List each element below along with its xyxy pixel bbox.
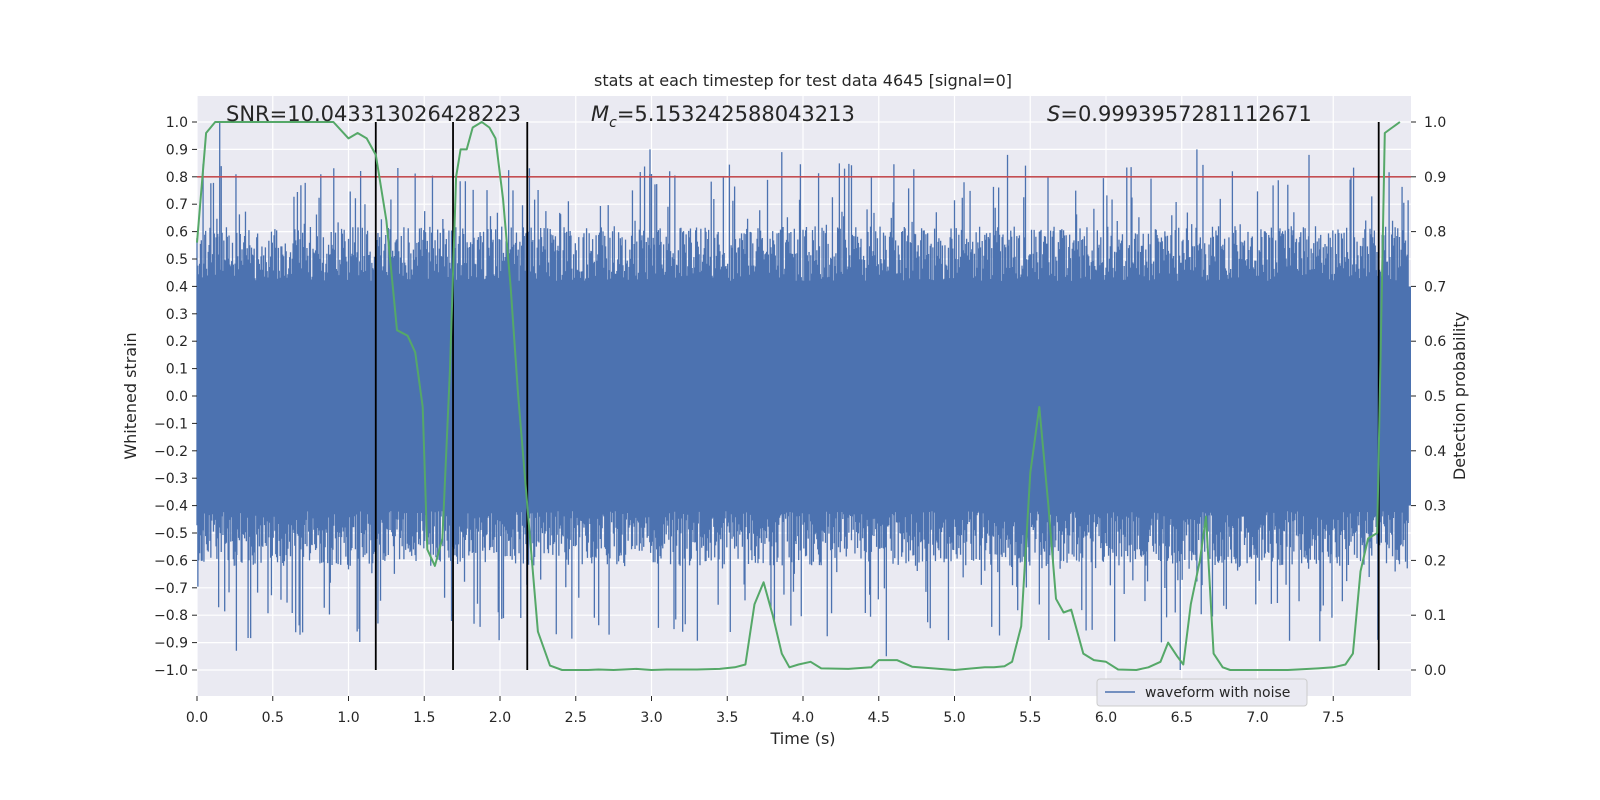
y-tick-label: −0.2 — [154, 444, 188, 460]
mc-subscript: c — [609, 115, 617, 131]
x-tick-label: 3.5 — [716, 710, 738, 726]
x-tick-label: 7.5 — [1322, 710, 1344, 726]
y2-tick-label: 1.0 — [1424, 115, 1446, 131]
y-tick-label: −0.7 — [154, 581, 188, 597]
y-tick-label: −0.1 — [154, 416, 188, 432]
y2-tick-label: 0.4 — [1424, 444, 1446, 460]
x-tick-label: 6.0 — [1095, 710, 1117, 726]
s-value: =0.9993957281112671 — [1060, 102, 1311, 126]
y-tick-label: 0.6 — [166, 225, 188, 241]
x-tick-label: 1.5 — [413, 710, 435, 726]
s-symbol: S — [1047, 102, 1060, 126]
y-tick-label: −0.5 — [154, 526, 188, 542]
waveform-series — [196, 122, 1411, 670]
legend-box — [1096, 678, 1308, 707]
x-axis-title: Time (s) — [769, 729, 835, 748]
x-tick-label: 4.5 — [868, 710, 890, 726]
right-y-ticks: 1.0 0.9 0.8 0.7 0.6 0.5 0.4 0.3 0.2 0.1 0.0 — [1411, 115, 1446, 679]
score-annotation: S=0.9993957281112671 — [1047, 102, 1312, 126]
chart-title: stats at each timestep for test data 464… — [594, 71, 1012, 90]
x-tick-label: 0.5 — [262, 710, 284, 726]
y-tick-label: 0.0 — [166, 389, 188, 405]
y2-tick-label: 0.3 — [1424, 499, 1446, 515]
x-tick-label: 2.0 — [489, 710, 511, 726]
y-tick-label: 0.2 — [166, 334, 188, 350]
y-tick-label: 0.8 — [166, 170, 188, 186]
x-ticks: 0.0 0.5 1.0 1.5 2.0 2.5 3.0 3.5 4.0 4.5 5.0 5.5 6.0 6… — [186, 696, 1344, 726]
x-tick-label: 3.0 — [640, 710, 662, 726]
left-y-ticks: 1.0 0.9 0.8 0.7 0.6 0.5 0.4 0.3 0.2 0.1 0.0 −0.1 −0.… — [154, 115, 197, 679]
x-tick-label: 4.0 — [792, 710, 814, 726]
waveform-line — [196, 122, 1409, 670]
probability-series — [196, 121, 1401, 671]
mc-symbol: M — [591, 102, 609, 126]
y-tick-label: 1.0 — [166, 115, 188, 131]
legend: waveform with noise — [1096, 678, 1308, 707]
x-tick-label: 7.0 — [1246, 710, 1268, 726]
y-axis-title: Whitened strain — [121, 332, 140, 459]
x-tick-label: 6.5 — [1171, 710, 1193, 726]
y2-tick-label: 0.1 — [1424, 608, 1446, 624]
y-tick-label: −0.4 — [154, 499, 188, 515]
y-tick-label: 0.4 — [166, 279, 188, 295]
y-tick-label: 0.7 — [166, 197, 188, 213]
y-tick-label: −1.0 — [154, 663, 188, 679]
mc-value: =5.153242588043213 — [617, 102, 855, 126]
chirp-mass-annotation: Mc=5.153242588043213 — [591, 102, 855, 131]
x-tick-label: 1.0 — [337, 710, 359, 726]
annotations: SNR=10.043313026428223 Mc=5.153242588043… — [226, 102, 1312, 131]
legend-label: waveform with noise — [1145, 685, 1290, 701]
y2-tick-label: 0.2 — [1424, 553, 1446, 569]
y2-axis-title: Detection probability — [1450, 312, 1469, 480]
y2-tick-label: 0.5 — [1424, 389, 1446, 405]
y-tick-label: −0.9 — [154, 636, 188, 652]
y-tick-label: −0.3 — [154, 471, 188, 487]
x-tick-label: 2.5 — [565, 710, 587, 726]
x-tick-label: 0.0 — [186, 710, 208, 726]
y-tick-label: 0.3 — [166, 307, 188, 323]
y-tick-label: 0.5 — [166, 252, 188, 268]
y2-tick-label: 0.8 — [1424, 225, 1446, 241]
snr-annotation: SNR=10.043313026428223 — [226, 102, 521, 126]
y2-tick-label: 0.7 — [1424, 279, 1446, 295]
x-tick-label: 5.5 — [1019, 710, 1041, 726]
y-tick-label: 0.9 — [166, 142, 188, 158]
y2-tick-label: 0.6 — [1424, 334, 1446, 350]
y-tick-label: 0.1 — [166, 362, 188, 378]
y-tick-label: −0.6 — [154, 553, 188, 569]
x-tick-label: 5.0 — [943, 710, 965, 726]
y2-tick-label: 0.0 — [1424, 663, 1446, 679]
y-tick-label: −0.8 — [154, 608, 188, 624]
reference-lines — [197, 122, 1411, 670]
y2-tick-label: 0.9 — [1424, 170, 1446, 186]
probability-line — [196, 121, 1401, 671]
